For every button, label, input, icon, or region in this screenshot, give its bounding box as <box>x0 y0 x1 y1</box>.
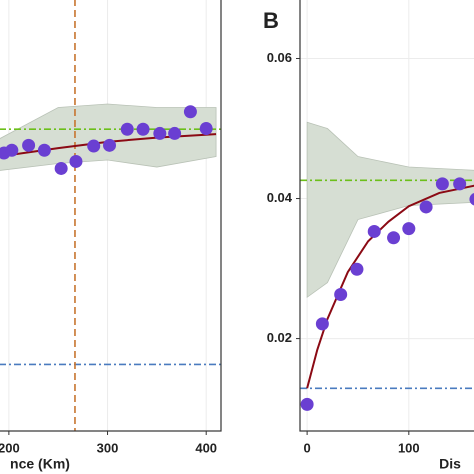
point <box>69 154 83 168</box>
panel-label: B <box>263 8 279 33</box>
plot-frame <box>299 0 474 432</box>
point <box>402 222 416 236</box>
point <box>334 287 348 301</box>
x-tick-label: 200 <box>0 440 20 455</box>
point <box>37 143 51 157</box>
point <box>168 126 182 140</box>
y-tick-label: 0.04 <box>267 190 293 205</box>
point <box>419 200 433 214</box>
point <box>54 161 68 175</box>
x-axis-label: nce (Km) <box>10 456 70 472</box>
point <box>469 193 474 206</box>
x-tick-label: 100 <box>398 440 420 455</box>
plot-frame <box>0 0 222 432</box>
point <box>153 126 167 140</box>
point <box>199 122 213 136</box>
fit-curve <box>306 184 474 389</box>
point <box>5 143 19 157</box>
confidence-band <box>0 103 217 171</box>
point <box>300 397 314 411</box>
confidence-band <box>306 121 474 299</box>
point <box>367 224 381 238</box>
x-tick-label: 0 <box>304 440 311 455</box>
y-tick-label: 0.06 <box>267 50 292 65</box>
plot-background <box>0 0 221 431</box>
point <box>87 139 101 153</box>
point <box>350 262 364 276</box>
x-tick-label: 400 <box>195 440 217 455</box>
point <box>315 317 329 331</box>
point <box>387 231 401 245</box>
x-tick-label: 300 <box>97 440 119 455</box>
point <box>136 122 150 136</box>
point <box>103 138 117 152</box>
x-axis-label: Dis <box>439 456 461 472</box>
point <box>435 177 449 191</box>
point <box>183 105 197 119</box>
y-tick-label: 0.02 <box>267 330 292 345</box>
point <box>22 138 36 152</box>
point <box>453 177 467 191</box>
point <box>120 122 134 136</box>
